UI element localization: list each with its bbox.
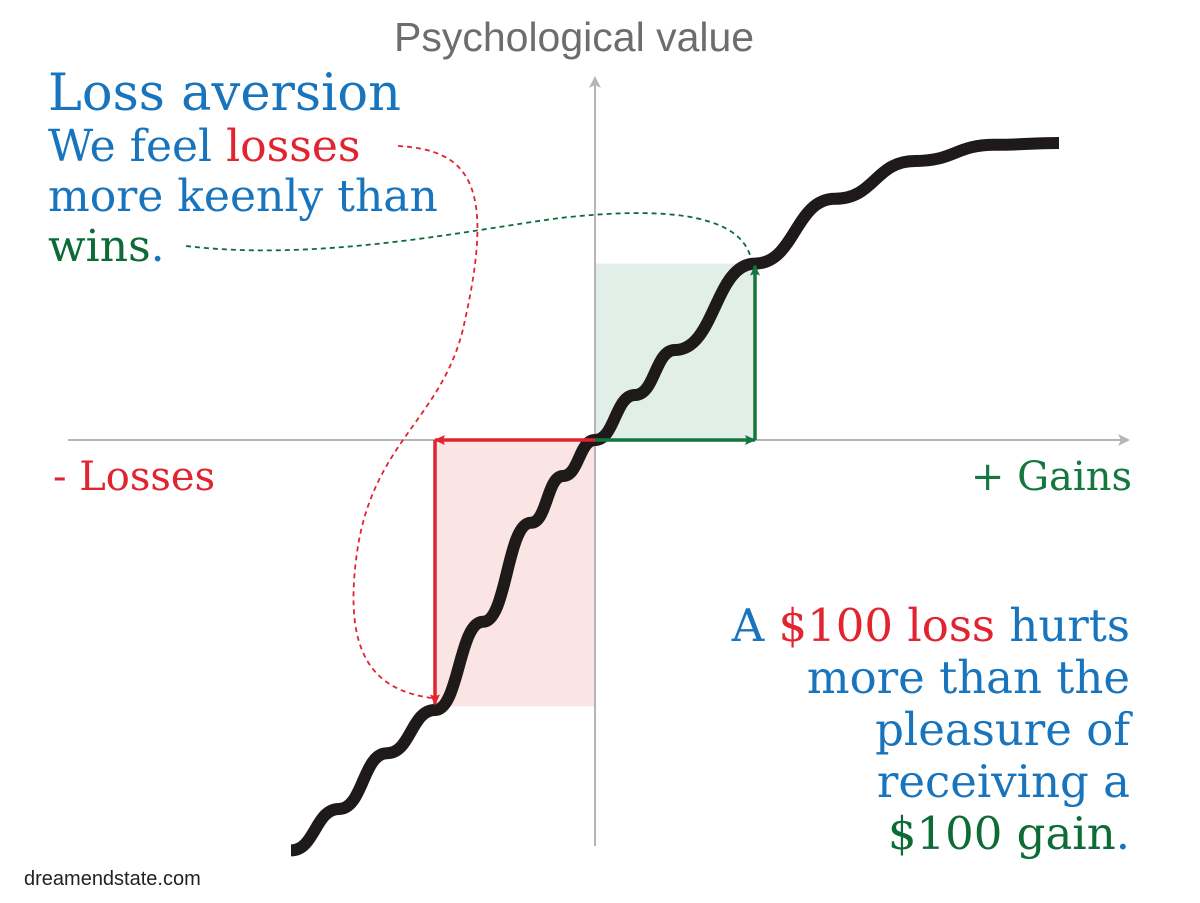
note-line-4: receiving a (876, 755, 1130, 808)
note-gain-amount: $100 gain (887, 807, 1116, 860)
losses-callout-line (352, 145, 479, 699)
headline-losses-word: losses (226, 121, 361, 172)
source-credit: dreamendstate.com (24, 868, 201, 890)
note-line-1: A $100 loss hurts (732, 599, 1130, 652)
note-line-2: more than the (806, 651, 1130, 704)
note-line-1-a: A (731, 599, 779, 652)
headline-title: Loss aversion (48, 64, 401, 123)
headline-period: . (150, 221, 165, 272)
note-period: . (1115, 807, 1130, 860)
headline-line-2: more keenly than (48, 171, 438, 222)
headline-line-1: We feel losses (48, 121, 360, 172)
headline-line-1-a: We feel (48, 121, 227, 172)
y-axis-label: Psychological value (394, 14, 755, 60)
x-axis-positive-label: + Gains (970, 454, 1132, 500)
note-loss-amount: $100 loss (778, 599, 996, 652)
x-axis-negative-label: - Losses (53, 454, 216, 500)
headline-wins-word: wins (48, 221, 151, 272)
note-line-3: pleasure of (875, 703, 1130, 756)
note-line-5: $100 gain. (888, 807, 1130, 860)
headline-line-2-text: more keenly than (48, 171, 438, 222)
headline-line-3: wins. (48, 221, 165, 272)
note-line-1-c: hurts (995, 599, 1130, 652)
wins-callout-line (185, 212, 751, 256)
headline-title-text: Loss aversion (48, 64, 401, 123)
